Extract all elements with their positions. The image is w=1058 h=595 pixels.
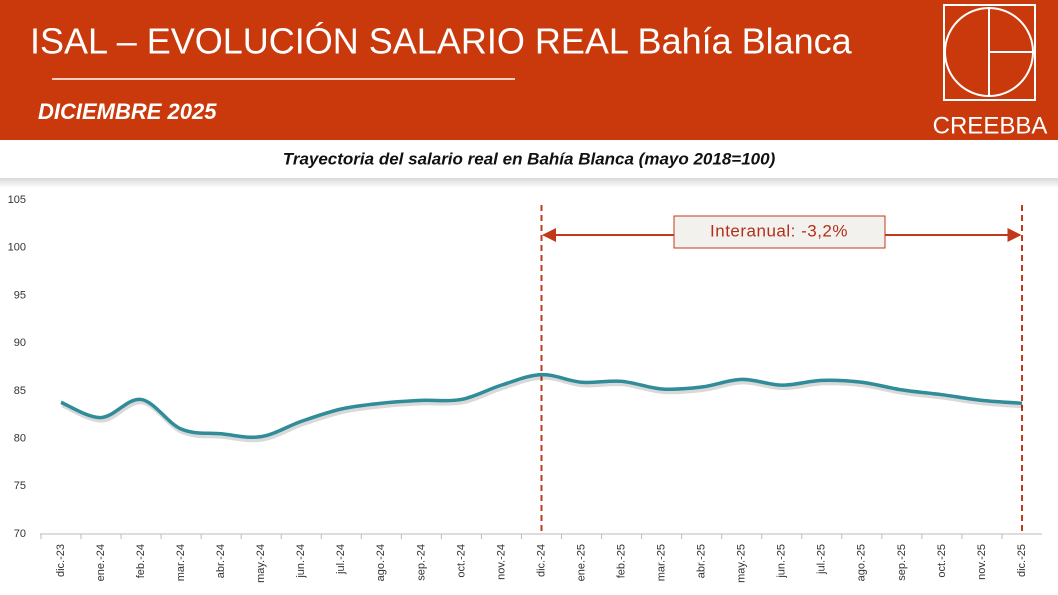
header-title: ISAL – EVOLUCIÓN SALARIO REAL Bahía Blan…	[30, 21, 853, 62]
x-tick-label: may.-25	[736, 544, 748, 583]
annotation-box	[673, 215, 886, 249]
x-tick-label: sep.-25	[896, 544, 908, 581]
logo: CREEBBA	[933, 4, 1048, 139]
y-tick-label: 100	[8, 242, 26, 254]
x-tick-label: mar.-24	[175, 544, 187, 581]
x-tick-label: oct.-24	[455, 544, 467, 578]
x-tick-label: dic.-23	[55, 544, 67, 577]
y-tick-label: 105	[8, 194, 26, 206]
x-tick-label: nov.-24	[495, 544, 507, 580]
x-tick-label: feb.-24	[135, 544, 147, 578]
x-tick-label: dic.-24	[535, 544, 547, 577]
x-tick-label: jul.-24	[335, 544, 347, 575]
y-tick-label: 95	[14, 289, 26, 301]
y-tick-label: 70	[14, 528, 26, 540]
annotation: Interanual: -3,2%	[710, 221, 848, 240]
x-tick-label: jun.-24	[295, 544, 307, 579]
x-tick-label: abr.-24	[215, 544, 227, 578]
x-tick-label: feb.-25	[615, 544, 627, 578]
x-tick-label: dic.-25	[1016, 544, 1028, 577]
line-shadow	[61, 375, 1024, 443]
x-tick-label: ene.-25	[575, 544, 587, 581]
y-tick-label: 90	[14, 337, 26, 349]
x-tick-label: jul.-25	[816, 544, 828, 575]
x-tick-label: may.-24	[255, 544, 267, 583]
x-tick-label: mar.-25	[656, 544, 668, 581]
x-tick-label: ago.-24	[375, 544, 387, 581]
y-tick-label: 80	[14, 432, 26, 444]
x-tick-label: nov.-25	[976, 544, 988, 580]
x-tick-label: ago.-25	[856, 544, 868, 581]
plot: 70 75 80 85 90 95 100 105 dic.-23 ene.-24 feb.-24 m…	[8, 194, 1042, 583]
y-tick-label: 75	[14, 480, 26, 492]
logo-text: CREEBBA	[933, 112, 1048, 139]
header-band	[0, 0, 1058, 140]
x-tick-label: jun.-25	[776, 544, 788, 579]
y-tick-label: 85	[14, 385, 26, 397]
title-shadow	[0, 178, 1058, 188]
x-tick-label: sep.-24	[415, 544, 427, 581]
series-line	[60, 372, 1023, 440]
x-tick-label: oct.-25	[936, 544, 948, 578]
header-subtitle: DICIEMBRE 2025	[38, 99, 217, 124]
x-tick-label: abr.-25	[696, 544, 708, 578]
chart-title: Trayectoria del salario real en Bahía Bl…	[283, 149, 776, 168]
x-tick-label: ene.-24	[95, 544, 107, 581]
